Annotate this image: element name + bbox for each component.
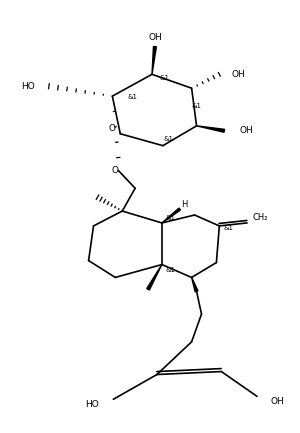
Text: OH: OH [231, 70, 245, 79]
Text: &1: &1 [223, 225, 233, 231]
Polygon shape [147, 265, 162, 290]
Text: &1: &1 [192, 103, 202, 109]
Polygon shape [162, 208, 181, 223]
Text: O: O [112, 166, 119, 175]
Polygon shape [196, 126, 225, 132]
Text: CH₂: CH₂ [252, 213, 268, 223]
Text: &1: &1 [166, 215, 176, 221]
Text: &1: &1 [160, 75, 170, 81]
Text: &1: &1 [166, 266, 176, 272]
Text: HO: HO [21, 82, 35, 91]
Text: HO: HO [85, 400, 98, 409]
Text: &1: &1 [127, 94, 137, 100]
Text: &1: &1 [164, 136, 174, 142]
Text: OH: OH [148, 33, 162, 42]
Polygon shape [152, 46, 156, 74]
Text: OH: OH [271, 397, 285, 406]
Text: O: O [109, 124, 116, 133]
Text: H: H [182, 200, 188, 209]
Polygon shape [192, 278, 198, 292]
Text: OH: OH [239, 126, 253, 135]
